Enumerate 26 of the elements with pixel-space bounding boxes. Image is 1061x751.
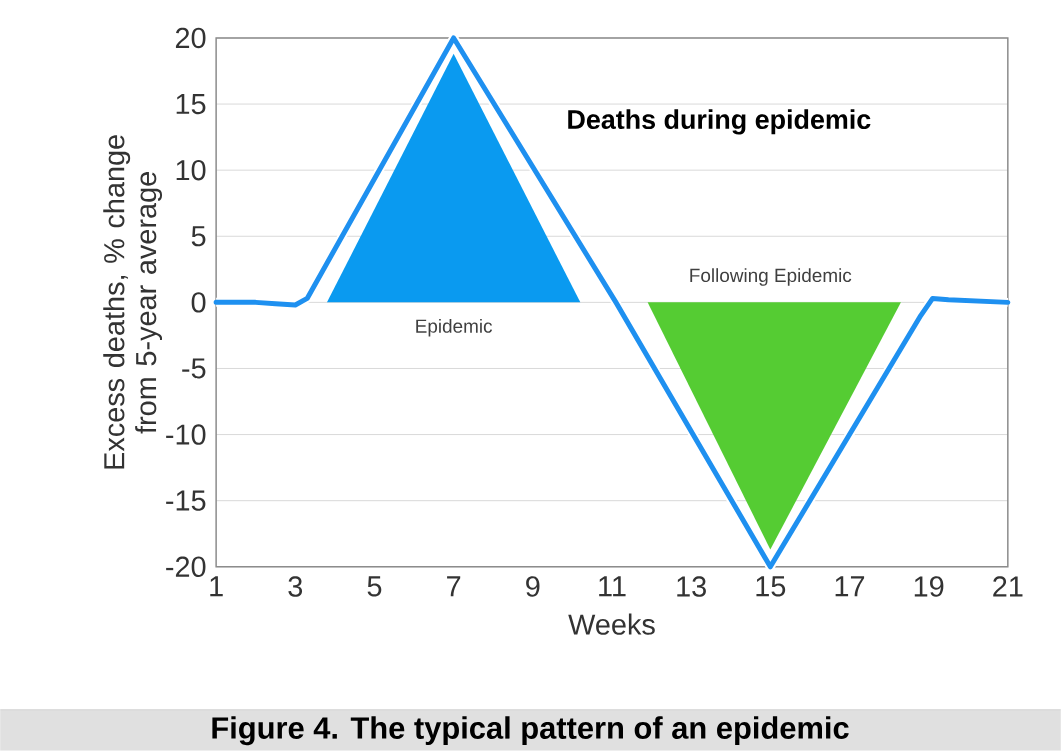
x-tick-label: 21: [993, 576, 1023, 597]
y-tick-label: 0: [191, 292, 206, 313]
x-tick-label: 3: [288, 576, 303, 597]
y-axis-title: Excess deaths, % change from 5-year average: [103, 135, 163, 469]
y-tick-label: -20: [166, 556, 206, 578]
x-tick-label: 11: [599, 576, 626, 597]
annotation: Epidemic: [416, 319, 493, 337]
x-tick-label: 5: [367, 576, 382, 597]
x-tick-label: 1: [210, 576, 223, 597]
x-tick-label: 19: [914, 576, 944, 597]
y-tick-label: 15: [176, 94, 206, 115]
y-tick-label: 10: [176, 160, 206, 181]
x-tick-label: 15: [756, 576, 786, 597]
caption: Figure 4. The typical pattern of an epidemic: [212, 716, 849, 746]
x-tick-label: 7: [447, 576, 461, 597]
x-tick-label: 17: [835, 576, 865, 597]
y-tick-label: -5: [182, 358, 206, 379]
x-tick-label: 13: [677, 576, 706, 597]
x-axis-title: Weeks: [568, 613, 655, 635]
annotation: Following Epidemic: [690, 268, 852, 286]
text: Deaths during epidemic: [568, 109, 871, 135]
y-tick-label: -10: [166, 424, 206, 445]
y-tick-label: 5: [191, 226, 206, 247]
y-tick-label: 20: [175, 27, 206, 49]
x-tick-label: 9: [526, 576, 540, 597]
y-tick-label: -15: [166, 490, 206, 511]
